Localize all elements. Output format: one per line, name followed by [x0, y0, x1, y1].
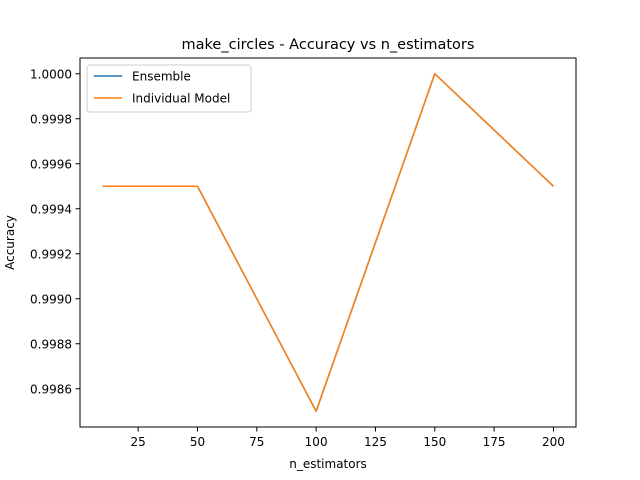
legend-box: [86, 64, 252, 113]
plot-frame: [79, 57, 577, 428]
y-axis-label: Accuracy: [3, 215, 17, 270]
y-tick-label: 0.9990: [30, 292, 72, 306]
x-tick-label: 175: [483, 435, 506, 449]
x-tick-label: 150: [423, 435, 446, 449]
x-tick-label: 100: [305, 435, 328, 449]
plot-area: [80, 58, 576, 427]
y-tick-label: 0.9996: [30, 157, 72, 171]
legend-label-ensemble: Ensemble: [132, 70, 191, 84]
series-lines: [102, 73, 554, 412]
x-axis-label: n_estimators: [289, 457, 367, 471]
y-tick-label: 0.9998: [30, 112, 72, 126]
x-tick-label: 75: [249, 435, 264, 449]
x-tick-label: 200: [542, 435, 565, 449]
y-tick-label: 0.9992: [30, 247, 72, 261]
series-line-individual-model: [102, 73, 554, 412]
y-tick-label: 0.9986: [30, 382, 72, 396]
y-tick-label: 1.0000: [30, 67, 72, 81]
chart-title: make_circles - Accuracy vs n_estimators: [182, 37, 475, 53]
y-tick-label: 0.9988: [30, 337, 72, 351]
legend-label-individual-model: Individual Model: [132, 92, 230, 106]
x-tick-label: 50: [190, 435, 205, 449]
x-tick-label: 25: [131, 435, 146, 449]
x-axis-ticks: 25 50 75 100 125 150 175 200: [131, 427, 565, 449]
y-axis-ticks: 0.9986 0.9988 0.9990 0.9992 0.9994 0.9996 0.99…: [30, 67, 80, 396]
y-tick-label: 0.9994: [30, 202, 72, 216]
legend: Ensemble Individual Model: [86, 64, 252, 113]
x-tick-label: 125: [364, 435, 387, 449]
